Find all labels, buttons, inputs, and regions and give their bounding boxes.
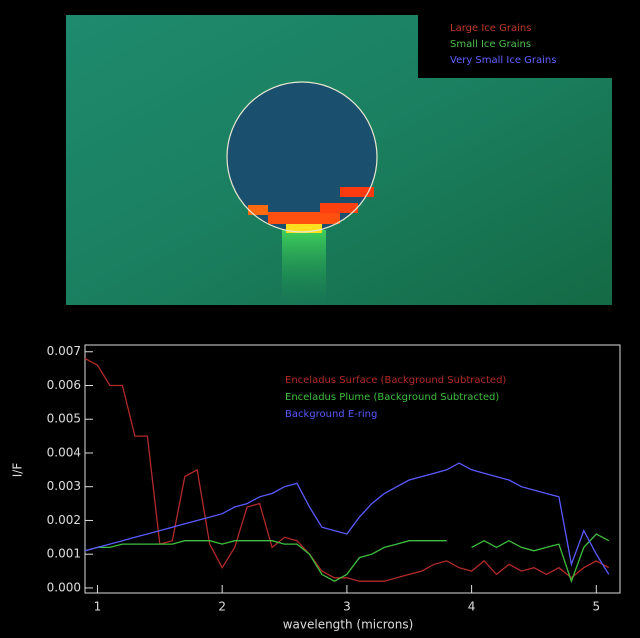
x-tick-label: 3 [343, 600, 351, 614]
false-color-image: Large Ice Grains Small Ice Grains Very Sma… [66, 15, 612, 305]
y-tick-label: 0.002 [47, 513, 81, 527]
x-tick-label: 4 [468, 600, 476, 614]
image-legend-item: Small Ice Grains [450, 39, 531, 50]
pixel [286, 224, 322, 233]
plot-frame [84, 344, 621, 594]
y-tick-label: 0.000 [47, 580, 81, 594]
pixel [340, 187, 374, 197]
pixel [248, 205, 268, 215]
legend-item: Background E-ring [285, 409, 377, 420]
series-line [84, 462, 610, 575]
legend-box [418, 15, 612, 78]
x-tick-label: 2 [218, 600, 226, 614]
y-tick-label: 0.006 [47, 378, 81, 392]
legend-item: Enceladus Surface (Background Subtracted… [285, 375, 506, 386]
plume [282, 230, 326, 305]
y-tick-label: 0.007 [47, 344, 81, 358]
disk [227, 82, 377, 232]
y-tick-label: 0.005 [47, 412, 81, 426]
series-line [84, 357, 610, 582]
y-axis-label: I/F [11, 463, 25, 478]
x-tick-label: 5 [592, 600, 600, 614]
y-tick-label: 0.001 [47, 547, 81, 561]
legend-item: Enceladus Plume (Background Subtracted) [285, 392, 499, 403]
pixel [320, 203, 358, 213]
x-tick-label: 1 [94, 600, 102, 614]
x-axis-label: wavelength (microns) [283, 618, 414, 632]
pixel [268, 212, 340, 224]
image-legend-item: Large Ice Grains [450, 23, 531, 34]
image-legend-item: Very Small Ice Grains [450, 55, 556, 66]
series-line [84, 533, 610, 584]
disk-outline [226, 81, 378, 233]
y-tick-label: 0.003 [47, 479, 81, 493]
y-tick-label: 0.004 [47, 445, 81, 459]
